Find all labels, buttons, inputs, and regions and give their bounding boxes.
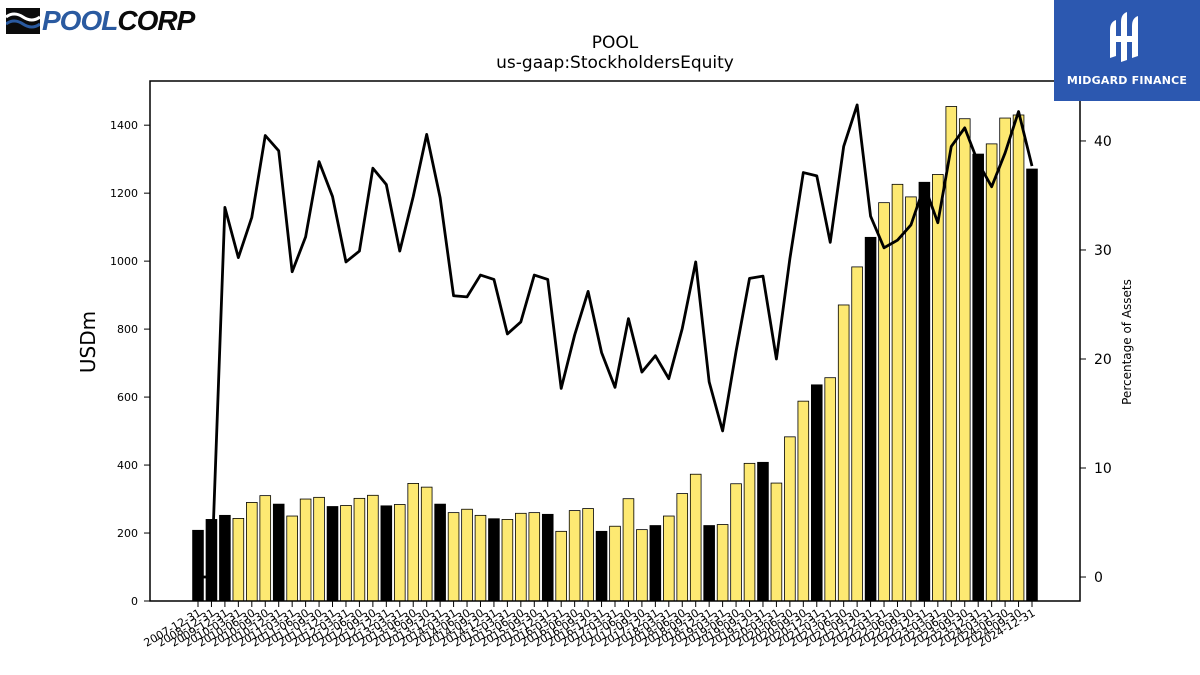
- poolcorp-wordmark: POOLCORP: [42, 5, 195, 37]
- bar-2009-12-31: [219, 514, 231, 602]
- bar-2021-03-31: [824, 377, 837, 602]
- bar-2018-03-31: [663, 515, 675, 602]
- chart-subtitle: us-gaap:StockholdersEquity: [496, 53, 734, 73]
- bar-2010-09-30: [259, 495, 272, 602]
- bar-2019-06-30: [730, 483, 742, 602]
- bar-2010-03-31: [232, 518, 245, 602]
- poolcorp-logo: POOLCORP: [6, 5, 195, 37]
- right-tick-label: 40: [1094, 134, 1112, 150]
- bar-2016-03-31: [555, 530, 567, 602]
- bar-2013-03-31: [393, 504, 406, 602]
- bar-2015-12-31: [541, 513, 554, 602]
- bar-2015-09-30: [528, 512, 541, 602]
- bar-2017-12-31: [649, 525, 662, 602]
- y2-axis-label: Percentage of Assets: [1120, 279, 1134, 405]
- bar-2022-09-30: [905, 196, 917, 602]
- bar-2024-03-31: [985, 143, 998, 602]
- line-layer: [198, 103, 1034, 579]
- pool-wave-icon: [6, 8, 40, 34]
- bar-2019-03-31: [716, 524, 729, 602]
- left-tick-label: 200: [117, 527, 138, 540]
- logo-text-pool: POOL: [42, 5, 118, 36]
- bar-2013-06-30: [407, 483, 420, 602]
- bar-2011-03-31: [286, 515, 298, 602]
- bar-2013-12-31: [434, 503, 446, 602]
- bar-2015-06-30: [515, 512, 527, 602]
- midgard-mark-icon: [1110, 12, 1138, 62]
- bar-2010-06-30: [246, 502, 258, 602]
- bar-2014-03-31: [447, 512, 460, 602]
- bar-2012-12-31: [380, 505, 393, 602]
- bar-2018-06-30: [676, 493, 689, 602]
- logo-text-corp: CORP: [117, 5, 195, 36]
- bar-2020-12-31: [810, 384, 823, 602]
- bar-2010-12-31: [272, 503, 285, 602]
- bar-2017-06-30: [622, 498, 635, 602]
- left-tick-label: 400: [117, 459, 138, 472]
- left-axis: 0 200 400 600 800 1000 1200 1400: [110, 119, 150, 608]
- bar-2020-03-31: [770, 482, 783, 602]
- left-tick-label: 1000: [110, 255, 138, 268]
- bar-2014-09-30: [474, 514, 487, 602]
- bar-2023-12-31: [972, 153, 984, 602]
- bar-2022-12-31: [918, 181, 931, 602]
- bar-2021-06-30: [837, 304, 850, 602]
- left-tick-label: 0: [131, 595, 138, 608]
- bar-2020-09-30: [797, 400, 810, 602]
- bar-2014-12-31: [488, 518, 500, 602]
- bar-2016-06-30: [568, 510, 581, 602]
- y-axis-label: USDm: [76, 311, 100, 373]
- bar-2011-09-30: [313, 496, 325, 602]
- midgard-finance-logo: MIDGARD FINANCE: [1054, 0, 1200, 101]
- x-axis: 2007-12-312008-12-312009-12-312010-03-31…: [142, 601, 1038, 650]
- bar-2024-12-31: [1026, 168, 1038, 602]
- bar-2012-09-30: [367, 494, 379, 602]
- left-tick-label: 600: [117, 391, 138, 404]
- bar-2016-09-30: [582, 508, 594, 602]
- bar-2017-09-30: [636, 529, 648, 602]
- bar-2022-06-30: [891, 183, 904, 602]
- right-tick-label: 0: [1094, 570, 1103, 586]
- right-axis: 0 10 20 30 40: [1080, 134, 1112, 586]
- right-tick-label: 20: [1094, 352, 1112, 368]
- bar-2018-12-31: [703, 525, 715, 602]
- percentage-of-assets-line: [198, 103, 1034, 579]
- bar-2019-09-30: [743, 462, 756, 602]
- bar-2017-03-31: [609, 525, 621, 602]
- bar-2021-12-31: [864, 236, 877, 602]
- bar-2019-12-31: [757, 461, 769, 602]
- bar-2011-12-31: [326, 506, 339, 602]
- bar-2016-12-31: [595, 530, 608, 602]
- bar-2007-12-31: [192, 529, 204, 602]
- bar-2013-09-30: [420, 486, 433, 602]
- left-tick-label: 1400: [110, 119, 138, 132]
- bar-2021-09-30: [851, 266, 863, 602]
- left-tick-label: 1200: [110, 187, 138, 200]
- bar-2023-06-30: [945, 106, 958, 602]
- right-tick-label: 30: [1094, 243, 1112, 259]
- bar-2024-06-30: [999, 117, 1011, 602]
- bar-group: [192, 106, 1038, 602]
- bar-2023-03-31: [932, 174, 944, 602]
- bar-2011-06-30: [299, 498, 312, 602]
- bar-2020-06-30: [784, 436, 796, 602]
- bar-2015-03-31: [501, 519, 514, 602]
- bar-2018-09-30: [689, 473, 702, 602]
- left-tick-label: 800: [117, 323, 138, 336]
- bar-2012-06-30: [353, 497, 366, 602]
- chart-title: POOL: [592, 33, 639, 53]
- bar-2022-03-31: [878, 202, 890, 602]
- midgard-brand-text: MIDGARD FINANCE: [1066, 74, 1188, 87]
- bar-2023-09-30: [958, 118, 971, 602]
- bar-2024-09-30: [1012, 114, 1025, 602]
- bar-2012-03-31: [340, 505, 352, 602]
- bar-2014-06-30: [461, 508, 473, 602]
- right-tick-label: 10: [1094, 461, 1112, 477]
